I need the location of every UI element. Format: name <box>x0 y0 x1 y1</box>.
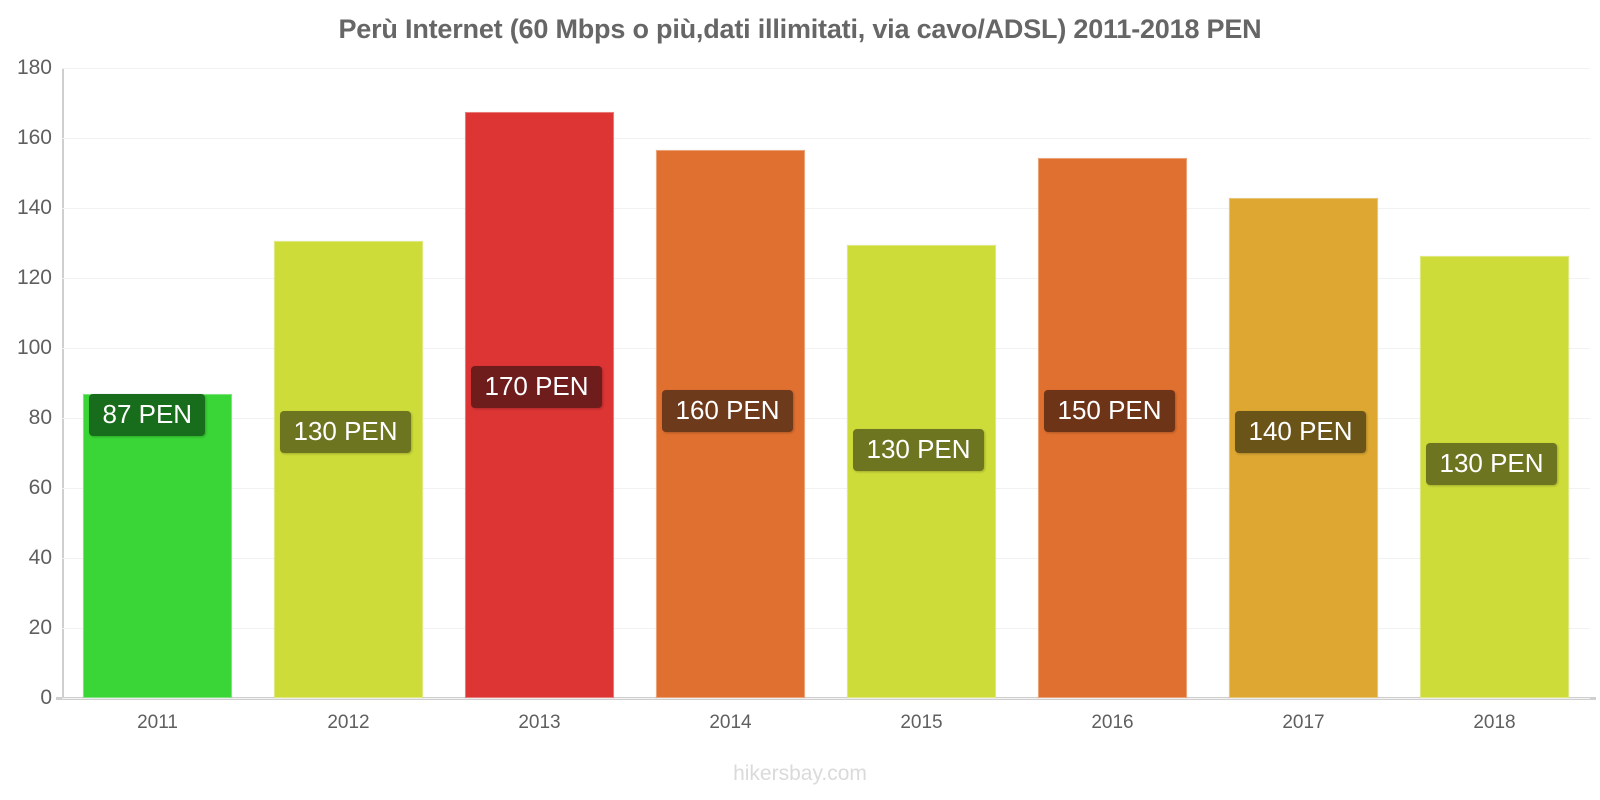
y-axis-tick-label: 100 <box>16 336 52 359</box>
y-axis-tick-label: 40 <box>28 546 52 569</box>
gridline <box>62 418 1590 419</box>
y-axis-tick-label: 140 <box>16 196 52 219</box>
y-axis-line <box>62 68 64 698</box>
gridline <box>62 278 1590 279</box>
gridline <box>62 208 1590 209</box>
bar-slot: 130 PEN <box>1420 68 1569 698</box>
plot-area: 87 PEN 130 PEN 170 PEN 160 PEN 130 PEN 150 PE… <box>62 68 1590 699</box>
x-axis-tick-label: 2018 <box>1473 712 1516 733</box>
bar-slot: 87 PEN <box>83 68 232 698</box>
x-axis-tick-label: 2015 <box>900 712 943 733</box>
source-watermark: hikersbay.com <box>733 762 867 785</box>
bar-value-label: 130 PEN <box>1426 442 1557 485</box>
gridline <box>62 348 1590 349</box>
bar-slot: 150 PEN <box>1038 68 1187 698</box>
bar-slot: 130 PEN <box>847 68 996 698</box>
gridline <box>62 68 1590 69</box>
y-axis-tick-label: 160 <box>16 126 52 149</box>
bar[interactable] <box>847 244 996 698</box>
bar-value-label: 160 PEN <box>662 390 793 433</box>
bar-value-label: 87 PEN <box>89 393 206 436</box>
bars-group: 87 PEN 130 PEN 170 PEN 160 PEN 130 PEN 150 PE… <box>62 68 1590 698</box>
x-axis-tick-label: 2014 <box>709 712 752 733</box>
y-axis-tick-label: 0 <box>40 686 52 709</box>
bar-slot: 130 PEN <box>274 68 423 698</box>
x-axis-tick-label: 2016 <box>1091 712 1134 733</box>
bar-value-label: 130 PEN <box>280 411 411 454</box>
bar[interactable] <box>274 240 423 698</box>
x-axis-tick-label: 2012 <box>327 712 370 733</box>
chart-title: Perù Internet (60 Mbps o più,dati illimi… <box>338 14 1262 44</box>
y-axis-tick-label: 120 <box>16 266 52 289</box>
bar-value-label: 170 PEN <box>471 365 602 408</box>
bar-slot: 160 PEN <box>656 68 805 698</box>
x-axis-tick-label: 2011 <box>137 712 178 733</box>
x-axis-tick-label: 2013 <box>518 712 561 733</box>
gridline <box>62 698 1590 699</box>
gridline <box>62 488 1590 489</box>
bar-value-label: 130 PEN <box>853 428 984 471</box>
y-axis-tick-label: 80 <box>28 406 52 429</box>
bar-slot: 140 PEN <box>1229 68 1378 698</box>
bar-slot: 170 PEN <box>465 68 614 698</box>
y-axis-tick-label: 20 <box>28 616 52 639</box>
gridline <box>62 628 1590 629</box>
bar[interactable] <box>83 393 232 698</box>
x-axis-tick-label: 2017 <box>1282 712 1325 733</box>
gridline <box>62 138 1590 139</box>
y-axis-tick-label: 60 <box>28 476 52 499</box>
y-axis-tick-label: 180 <box>16 56 52 79</box>
bar-value-label: 140 PEN <box>1235 411 1366 454</box>
gridline <box>62 558 1590 559</box>
bar-value-label: 150 PEN <box>1044 390 1175 433</box>
